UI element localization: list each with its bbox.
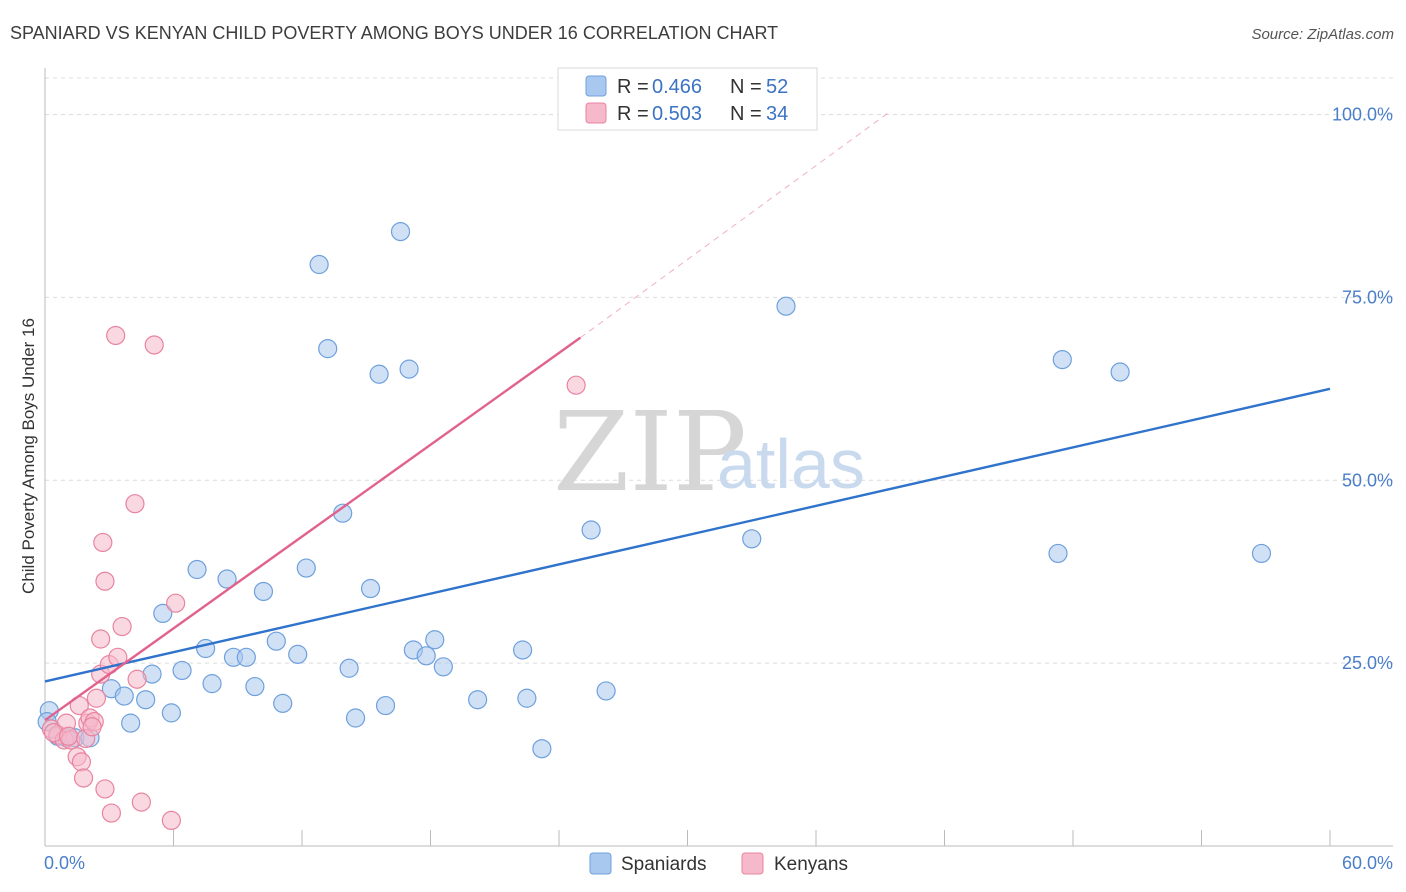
spaniards-point-21 <box>266 631 286 651</box>
legend-n-label-0: N = <box>730 76 762 98</box>
spaniards-point-43 <box>581 520 601 540</box>
spaniards-point-20 <box>253 581 274 602</box>
kenyans-point-31 <box>58 726 79 746</box>
kenyans-point-23 <box>125 494 145 514</box>
legend-n-label-1: N = <box>730 103 762 125</box>
y-tick-label-1: 50.0% <box>1342 470 1393 490</box>
kenyans-point-26 <box>144 335 164 355</box>
spaniards-point-49 <box>1110 362 1130 382</box>
spaniards-point-42 <box>532 739 552 759</box>
spaniards-point-41 <box>517 688 537 708</box>
y-tick-label-2: 75.0% <box>1342 287 1393 307</box>
spaniards-point-18 <box>236 647 256 667</box>
kenyans-point-8 <box>73 768 94 788</box>
spaniards-point-26 <box>318 339 338 359</box>
spaniards-point-13 <box>187 559 207 580</box>
kenyans-point-16 <box>95 571 115 591</box>
kenyans-point-33 <box>82 717 102 737</box>
kenyans-point-29 <box>566 375 586 395</box>
spaniards-series-label: Spaniards <box>621 854 707 875</box>
spaniards-legend-swatch <box>585 75 607 97</box>
y-tick-label-3: 100.0% <box>1332 105 1393 125</box>
watermark-zip: ZIP <box>553 388 747 516</box>
chart-title: SPANIARD VS KENYAN CHILD POVERTY AMONG B… <box>10 23 778 43</box>
trend-lines <box>44 110 1331 722</box>
spaniards-trend-line <box>44 387 1331 683</box>
spaniards-point-36 <box>416 646 436 666</box>
kenyans-point-27 <box>161 810 181 831</box>
spaniards-point-24 <box>296 558 316 578</box>
kenyans-trend-extension <box>580 110 892 339</box>
y-axis-label: Child Poverty Among Boys Under 16 <box>19 318 38 594</box>
series-legend: Spaniards Kenyans <box>589 852 848 875</box>
kenyans-point-21 <box>108 647 128 667</box>
kenyans-point-28 <box>166 593 186 613</box>
spaniards-point-8 <box>136 690 156 710</box>
y-tick-label-0: 25.0% <box>1342 653 1393 673</box>
legend-r-value-1: 0.503 <box>652 103 702 125</box>
spaniards-point-48 <box>1052 350 1072 370</box>
legend-n-value-1: 34 <box>766 103 788 125</box>
legend-r-label-1: R = <box>617 103 649 125</box>
spaniards-point-33 <box>390 222 411 242</box>
legend-n-value-0: 52 <box>766 76 788 98</box>
spaniards-point-50 <box>1251 543 1272 564</box>
kenyans-point-25 <box>131 792 151 812</box>
spaniards-point-47 <box>1048 543 1068 564</box>
spaniards-point-32 <box>375 695 396 716</box>
spaniards-point-40 <box>512 640 533 660</box>
chart-source: Source: ZipAtlas.com <box>1251 26 1394 43</box>
spaniards-point-16 <box>217 569 237 589</box>
watermark: ZIP atlas <box>553 388 865 516</box>
spaniards-point-7 <box>114 686 134 706</box>
spaniards-point-45 <box>742 529 762 549</box>
watermark-atlas: atlas <box>717 425 865 503</box>
kenyans-trend-line <box>44 336 582 722</box>
y-tick-labels: 25.0% 50.0% 75.0% 100.0% <box>1332 105 1393 674</box>
spaniards-series-swatch <box>589 852 612 875</box>
kenyans-point-20 <box>101 803 121 823</box>
spaniards-point-5 <box>121 713 141 733</box>
spaniards-point-25 <box>309 254 329 275</box>
spaniards-point-11 <box>161 703 181 723</box>
spaniards-point-30 <box>360 578 381 599</box>
legend-r-value-0: 0.466 <box>652 76 702 98</box>
spaniards-point-28 <box>339 658 359 678</box>
spaniards-point-10 <box>153 603 173 624</box>
kenyans-point-17 <box>95 779 115 799</box>
kenyans-series-label: Kenyans <box>774 854 848 875</box>
kenyans-point-19 <box>106 325 126 346</box>
kenyans-point-22 <box>112 616 132 637</box>
spaniards-point-37 <box>425 630 445 650</box>
x-tick-label-min: 0.0% <box>44 853 85 873</box>
stats-legend: R = 0.466 N = 52 R = 0.503 N = 34 <box>557 67 818 131</box>
spaniards-point-22 <box>273 693 293 713</box>
kenyans-point-14 <box>91 629 111 649</box>
spaniards-point-23 <box>288 644 308 664</box>
legend-r-label-0: R = <box>617 76 649 98</box>
spaniards-point-31 <box>369 364 389 384</box>
kenyans-point-7 <box>71 752 92 772</box>
kenyans-point-15 <box>93 532 113 553</box>
kenyans-series-swatch <box>741 852 764 875</box>
spaniards-point-29 <box>345 708 366 728</box>
spaniards-point-34 <box>399 359 419 379</box>
spaniards-point-46 <box>776 296 796 316</box>
kenyans-point-24 <box>127 669 147 689</box>
spaniards-point-44 <box>596 681 616 701</box>
spaniards-point-38 <box>433 657 453 677</box>
kenyans-legend-swatch <box>585 102 607 124</box>
kenyans-point-12 <box>86 688 107 708</box>
spaniards-point-15 <box>202 674 222 694</box>
spaniards-point-19 <box>245 676 265 697</box>
x-tick-label-max: 60.0% <box>1342 853 1393 873</box>
spaniards-points <box>37 222 1272 759</box>
spaniards-point-39 <box>468 690 488 710</box>
spaniards-point-12 <box>172 660 192 681</box>
